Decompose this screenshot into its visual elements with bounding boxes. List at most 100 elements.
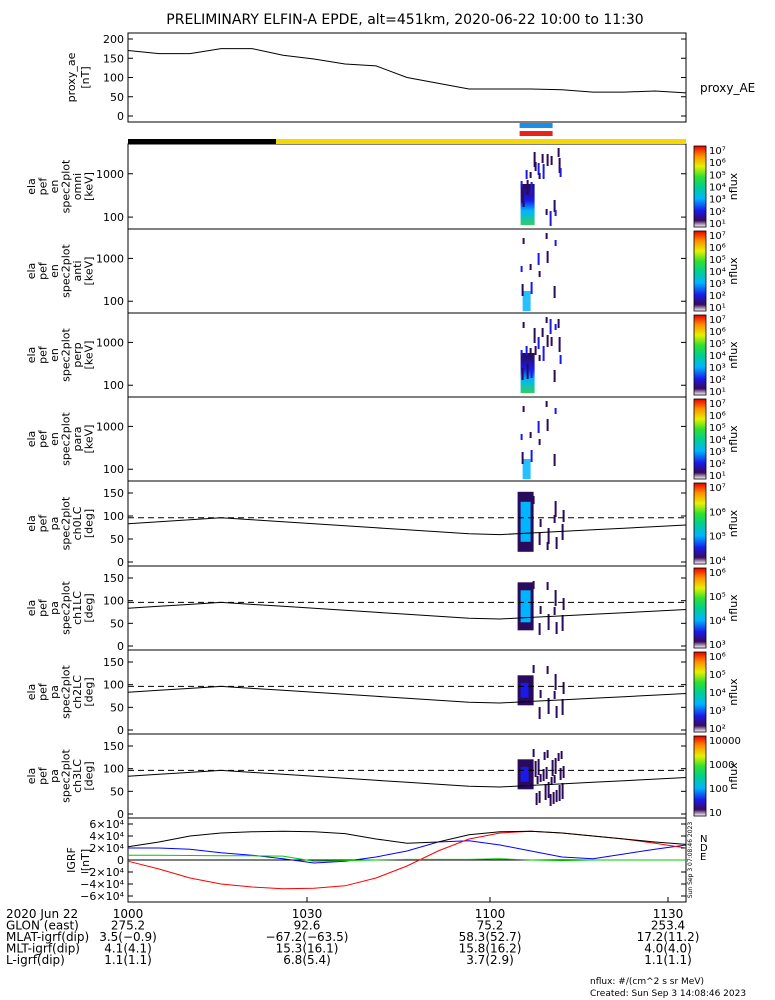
ytick-label: 150 <box>103 52 124 65</box>
colorbar-tick: 10⁶ <box>709 568 726 579</box>
ytick-label: 0 <box>117 640 124 653</box>
colorbar-tick: 10⁶ <box>709 243 726 254</box>
colorbar-tick: 10⁷ <box>709 146 726 157</box>
footer-row-label: MLT-igrf(dip) <box>6 942 80 956</box>
ylabel-line: pa <box>48 601 61 615</box>
igrf-side-note: Sun Sep 3 07:08:46 2023 <box>687 822 694 899</box>
pa-flux-pixel <box>559 768 562 780</box>
colorbar-tick: 10⁶ <box>709 652 726 663</box>
pa-flux-pixel <box>544 784 547 800</box>
panel-frame <box>127 480 687 567</box>
pa-flux-pixel <box>550 777 553 785</box>
flux-pixel <box>538 271 541 277</box>
ylabel-line: proxy_ae <box>65 52 78 102</box>
ylabel-line: spec2plot <box>60 496 73 550</box>
flux-pixel <box>520 266 523 272</box>
pa-spectrogram-ch0LC <box>517 491 565 552</box>
flux-pixel <box>530 366 533 378</box>
pa-flux-pixel <box>535 793 538 805</box>
flux-pixel <box>522 406 525 412</box>
colorbar-tick: 10³ <box>709 195 726 206</box>
colorbar <box>693 567 707 649</box>
colorbar-tick: 10⁵ <box>709 170 726 181</box>
pa-flux-pixel <box>562 510 565 522</box>
pa-flux-pixel <box>546 750 549 758</box>
colorbar-tick: 10⁴ <box>709 556 726 567</box>
spectrogram-perp <box>520 317 562 393</box>
footer-row-value: 3.5(−0.9) <box>99 930 157 944</box>
flux-pixel <box>530 282 533 294</box>
colorbar-tick: 10⁴ <box>709 267 726 278</box>
flux-pixel <box>537 163 540 175</box>
flux-pixel <box>538 355 541 361</box>
pa-flux-pixel <box>560 751 563 759</box>
ylabel-line: pa <box>48 517 61 531</box>
ylabel-line: ela <box>25 768 38 785</box>
footer-row-value: 58.3(52.7) <box>459 930 522 944</box>
ylabel-line: ela <box>25 431 38 448</box>
ylabel-line: spec2plot <box>60 159 73 213</box>
ytick-label: 1000 <box>96 420 124 433</box>
spectrogram-para <box>520 401 557 479</box>
ytick-label: 150 <box>103 740 124 753</box>
footer-row-value: 1100 <box>475 907 506 921</box>
pa-flux-pixel <box>557 753 560 761</box>
colorbar-tick: 10⁵ <box>709 339 726 350</box>
ylabel-line: pa <box>48 685 61 699</box>
flux-pixel <box>557 319 560 328</box>
ytick-label: 150 <box>103 487 124 500</box>
flux-pixel <box>529 348 532 354</box>
colorbar-tick: 10⁵ <box>709 532 726 543</box>
flux-pixel <box>522 201 525 207</box>
flux-pixel <box>545 317 548 323</box>
pa-flux-pixel <box>553 691 556 699</box>
footer-row-value: 253.4 <box>651 919 685 933</box>
science-zone-bar-blue <box>519 123 553 128</box>
ylabel-line: pef <box>37 261 50 280</box>
footer-row-value: 275.2 <box>111 919 145 933</box>
ylabel-line: en <box>48 432 61 446</box>
ytick-label: 150 <box>103 656 124 669</box>
colorbar <box>693 482 707 565</box>
flux-pixel <box>559 355 562 364</box>
ylabel-line: IGRF <box>65 847 78 873</box>
ylabel-line: omni <box>71 173 84 200</box>
ylabel-line: ch0LC <box>71 506 84 540</box>
ylabel-line: pef <box>37 682 50 701</box>
pa-flux-pixel <box>549 794 552 806</box>
ytick-label: 1000 <box>96 252 124 265</box>
ylabel-line: ch3LC <box>71 759 84 793</box>
colorbar-tick: 10¹ <box>709 471 726 482</box>
pa-flux-pixel <box>562 598 565 610</box>
pa-flux-pixel <box>539 519 542 527</box>
panel-proxy_ae: proxy_ae [nT] 200 150 100 50 0 proxy_AE <box>65 32 755 123</box>
panel-igrf: IGRF [nT] 6×10⁴4×10⁴2×10⁴0−2×10⁴−4×10⁴−6×1… <box>65 817 687 903</box>
flux-pixel <box>521 368 524 380</box>
flux-pixel <box>546 335 549 347</box>
panel-frame <box>127 649 687 735</box>
ylabel-line: pef <box>37 766 50 785</box>
pa-reference-line <box>127 769 687 788</box>
flux-pixel <box>554 324 557 330</box>
footer-row-value: 1.1(1.1) <box>644 953 692 967</box>
pa-flux-pixel <box>538 707 541 719</box>
flux-pixel <box>522 238 525 244</box>
colorbar-tick: 10⁶ <box>709 411 726 422</box>
ylabel-line: ch2LC <box>71 675 84 709</box>
colorbar-label: nflux <box>727 425 740 453</box>
flux-pixel <box>520 434 523 440</box>
footer-row-label: GLON (east) <box>6 919 79 933</box>
footer-row-value: 15.3(16.1) <box>276 942 339 956</box>
flux-pixel <box>546 419 549 431</box>
ylabel-line: perp <box>71 342 84 367</box>
footer-row-value: 3.7(2.9) <box>466 953 514 967</box>
pa-flux-pixel <box>532 665 535 673</box>
flux-pixel <box>549 319 552 334</box>
ylabel-line: [deg] <box>83 761 96 790</box>
flux-pixel <box>558 337 561 352</box>
ytick-label: 50 <box>110 533 124 546</box>
ytick-label: −2×10⁴ <box>80 866 124 879</box>
ylabel-line: [nT] <box>79 849 92 871</box>
